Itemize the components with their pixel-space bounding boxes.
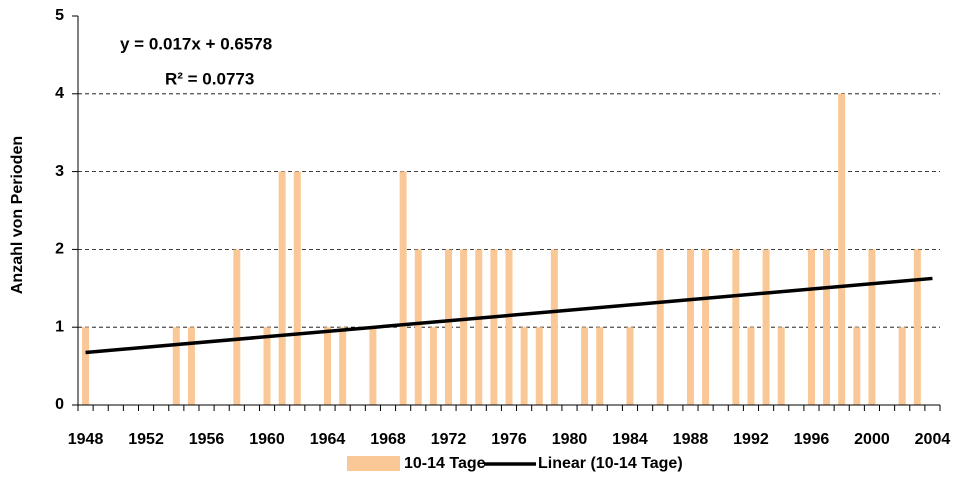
- bar: [626, 327, 634, 405]
- bar: [596, 327, 604, 405]
- trendline: [85, 276, 933, 355]
- x-tick-label: 1952: [128, 431, 164, 448]
- y-axis-label: Anzahl von Perioden: [9, 136, 26, 294]
- bar: [913, 249, 921, 405]
- bar: [460, 249, 468, 405]
- bar: [777, 327, 785, 405]
- x-tick-label: 1964: [310, 431, 346, 448]
- bar: [293, 171, 301, 405]
- bar: [823, 249, 831, 405]
- bar: [187, 327, 195, 405]
- y-tick-label: 1: [55, 318, 64, 335]
- bar: [324, 327, 332, 405]
- legend-label: Linear (10-14 Tage): [538, 455, 683, 472]
- x-tick-label: 1992: [733, 431, 769, 448]
- bar: [868, 249, 876, 405]
- x-tick-label: 1968: [370, 431, 406, 448]
- x-tick-label: 1976: [491, 431, 527, 448]
- r-squared: R² = 0.0773: [165, 69, 254, 88]
- bar: [475, 249, 483, 405]
- legend-label: 10-14 Tage: [404, 455, 486, 472]
- y-tick-label: 4: [55, 85, 64, 102]
- x-tick-label: 1960: [249, 431, 285, 448]
- bar: [445, 249, 453, 405]
- x-tick-label: 1972: [431, 431, 467, 448]
- bar: [233, 249, 241, 405]
- equation: y = 0.017x + 0.6578: [120, 34, 272, 53]
- x-tick-label: 1996: [794, 431, 830, 448]
- bar: [747, 327, 755, 405]
- bar: [898, 327, 906, 405]
- bar: [414, 249, 422, 405]
- y-tick-label: 0: [55, 396, 64, 413]
- bar: [535, 327, 543, 405]
- x-tick-label: 1948: [68, 431, 104, 448]
- x-tick-label: 1984: [612, 431, 648, 448]
- bar: [278, 171, 286, 405]
- x-tick-label: 1956: [189, 431, 225, 448]
- bar: [172, 327, 180, 405]
- x-tick-label: 2004: [915, 431, 951, 448]
- bar: [399, 171, 407, 405]
- bar: [686, 249, 694, 405]
- bar: [581, 327, 589, 405]
- bar: [369, 327, 377, 405]
- x-tick-label: 2000: [854, 431, 890, 448]
- bar: [429, 327, 437, 405]
- bar: [490, 249, 498, 405]
- bar: [520, 327, 528, 405]
- bar: [263, 327, 271, 405]
- y-tick-label: 2: [55, 241, 64, 258]
- bar: [656, 249, 664, 405]
- bar: [82, 327, 90, 405]
- bar: [762, 249, 770, 405]
- bar: [853, 327, 861, 405]
- x-tick-label: 1988: [673, 431, 709, 448]
- bar: [702, 249, 710, 405]
- bar: [339, 327, 347, 405]
- legend-swatch: [347, 456, 400, 471]
- bar: [505, 249, 513, 405]
- y-tick-label: 3: [55, 163, 64, 180]
- x-tick-label: 1980: [552, 431, 588, 448]
- bar: [838, 93, 846, 406]
- bar: [807, 249, 815, 405]
- y-tick-label: 5: [55, 7, 64, 24]
- bar: [732, 249, 740, 405]
- bar: [550, 249, 558, 405]
